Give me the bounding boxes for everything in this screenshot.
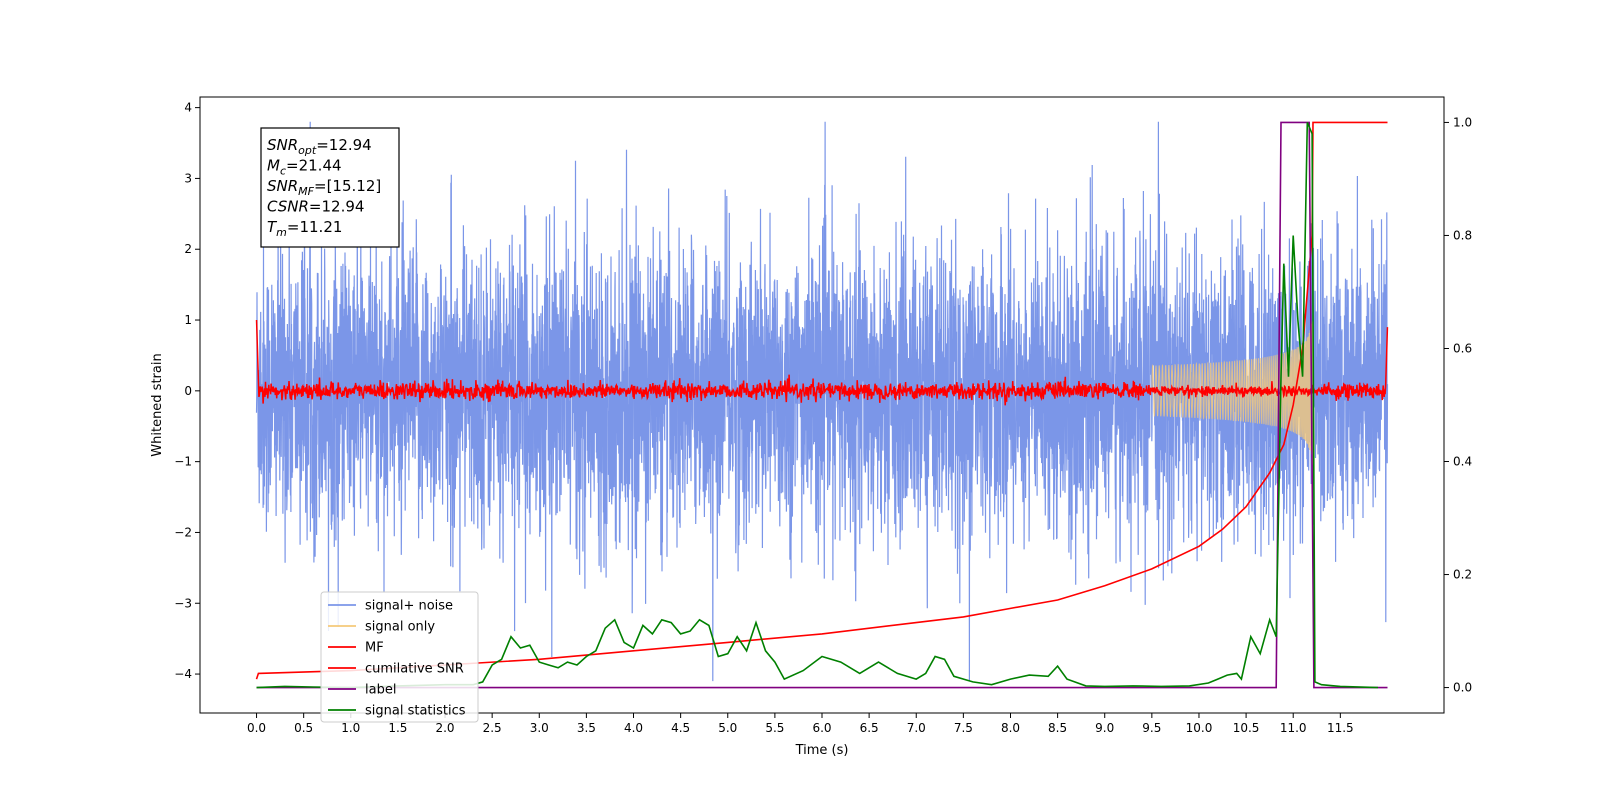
- annotation-value: =11.21: [287, 218, 343, 236]
- x-tick-label: 4.5: [671, 721, 690, 735]
- annotation-subscript: c: [280, 165, 286, 178]
- x-tick-label: 3.0: [530, 721, 549, 735]
- y-tick-label: −3: [174, 596, 192, 610]
- y-tick-label: −2: [174, 525, 192, 539]
- y2-tick-label: 1.0: [1453, 115, 1472, 129]
- annotation-subscript: m: [276, 226, 287, 239]
- y2-tick-label: 0.4: [1453, 455, 1472, 469]
- series-label-line: [256, 121, 1388, 689]
- y2-tick-label: 0.6: [1453, 341, 1472, 355]
- x-axis-label: Time (s): [795, 743, 849, 758]
- axes: 0.0 0.5 1.0 1.5 2.0 2.5 3.0 3.5 4.0 4.5 5.0 5.5 6.0 6…: [174, 101, 1472, 735]
- x-tick-label: 9.5: [1142, 721, 1161, 735]
- y-tick-label: 2: [184, 242, 192, 256]
- annotation-box: SNRopt=12.94Mc=21.44SNRMF=[15.12]CSNR=12…: [260, 127, 400, 248]
- x-tick-label: 2.0: [435, 721, 454, 735]
- annotation-value: =12.94: [316, 136, 372, 154]
- x-tick-label: 5.5: [765, 721, 784, 735]
- y-tick-label: −1: [174, 455, 192, 469]
- plot-area: [255, 121, 1389, 689]
- annotation-symbol: M: [267, 157, 280, 175]
- annotation-value: =21.44: [286, 157, 342, 175]
- legend-label: signal+ noise: [365, 599, 453, 614]
- x-tick-label: 6.0: [812, 721, 831, 735]
- legend-label: MF: [365, 641, 384, 656]
- y2-tick-label: 0.2: [1453, 568, 1472, 582]
- y-tick-label: 3: [184, 171, 192, 185]
- annotation-line: SNRopt=12.94: [267, 136, 372, 157]
- x-tick-label: 4.0: [624, 721, 643, 735]
- annotation-line: SNRMF=[15.12]: [267, 177, 381, 198]
- annotation-symbol: SNR: [267, 177, 298, 195]
- annotation-value: =[15.12]: [314, 177, 381, 195]
- y-tick-label: 1: [184, 313, 192, 327]
- annotation-value: =12.94: [309, 198, 365, 216]
- x-tick-label: 3.5: [577, 721, 596, 735]
- x-tick-label: 2.5: [483, 721, 502, 735]
- legend-frame: [320, 591, 479, 723]
- x-tick-label: 1.5: [388, 721, 407, 735]
- annotation-line: CSNR=12.94: [267, 198, 364, 216]
- x-tick-label: 5.0: [718, 721, 737, 735]
- y2-tick-label: 0.0: [1453, 681, 1472, 695]
- y-axis-label: Whitened strain: [150, 353, 165, 456]
- x-tick-label: 9.0: [1095, 721, 1114, 735]
- annotation-symbol: T: [267, 218, 278, 236]
- series-signal-noise-line: [255, 121, 1389, 682]
- annotation-subscript: opt: [298, 144, 317, 157]
- x-tick-label: 10.5: [1233, 721, 1260, 735]
- y2-tick-label: 0.8: [1453, 228, 1472, 242]
- x-tick-label: 6.5: [860, 721, 879, 735]
- y-tick-label: 4: [184, 101, 192, 115]
- x-tick-label: 0.5: [294, 721, 313, 735]
- annotation-line: Mc=21.44: [267, 157, 342, 178]
- x-tick-label: 7.0: [907, 721, 926, 735]
- series-signal-statistics-line: [256, 122, 1379, 689]
- series-mf-line: [255, 320, 1389, 406]
- x-tick-label: 11.5: [1327, 721, 1354, 735]
- legend-label: label: [365, 683, 396, 698]
- annotation-box-frame: [260, 127, 400, 248]
- x-tick-label: 10.0: [1186, 721, 1213, 735]
- legend: signal+ noise signal only MF cumilative SNR…: [320, 591, 479, 723]
- annotation-subscript: MF: [298, 185, 314, 198]
- annotation-symbol: SNR: [267, 136, 298, 154]
- x-tick-label: 8.5: [1048, 721, 1067, 735]
- series-signal-only-line: [1151, 321, 1314, 465]
- x-tick-label: 11.0: [1280, 721, 1307, 735]
- x-tick-label: 8.0: [1001, 721, 1020, 735]
- x-tick-label: 0.0: [247, 721, 266, 735]
- y-tick-label: −4: [174, 667, 192, 681]
- annotation-symbol: CSNR: [267, 198, 309, 216]
- legend-label: signal only: [365, 620, 435, 635]
- annotation-line: Tm=11.21: [267, 218, 342, 239]
- legend-label: signal statistics: [365, 704, 466, 719]
- x-tick-label: 7.5: [954, 721, 973, 735]
- x-tick-label: 1.0: [341, 721, 360, 735]
- legend-label: cumilative SNR: [365, 662, 464, 677]
- y-tick-label: 0: [184, 384, 192, 398]
